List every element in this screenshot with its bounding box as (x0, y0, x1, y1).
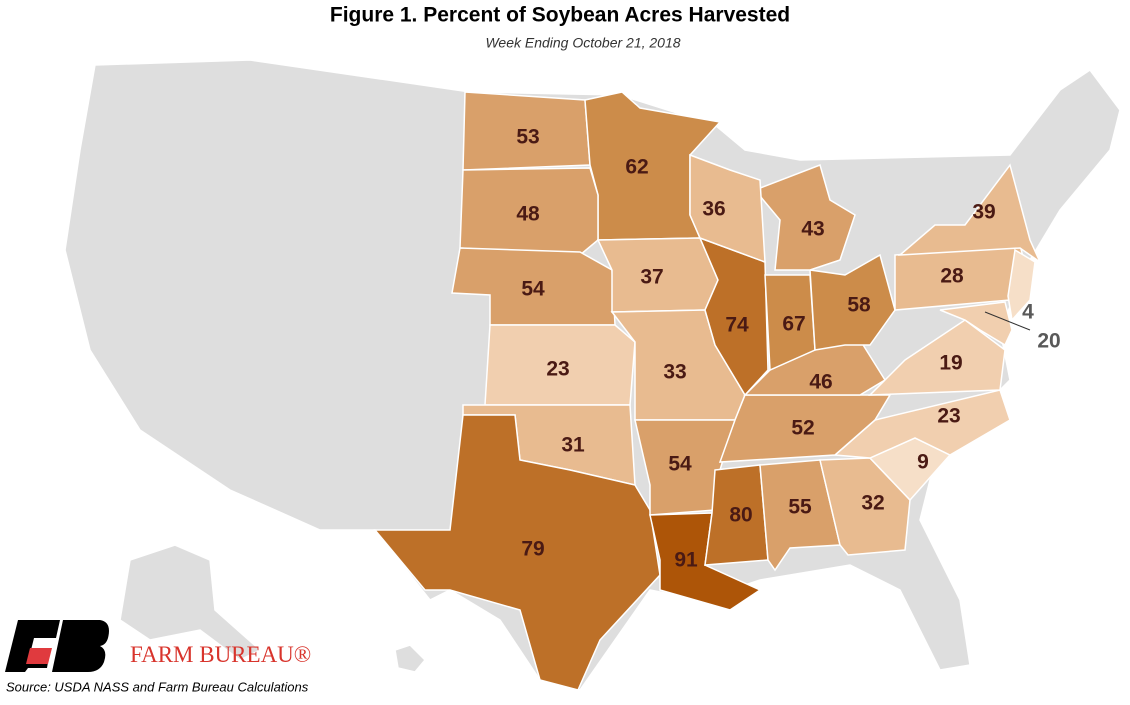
value-label: 67 (782, 313, 805, 336)
value-label: 36 (702, 198, 725, 221)
logo-text: FARM BUREAU® (130, 642, 311, 667)
value-label: 74 (725, 314, 749, 337)
value-label: 9 (917, 451, 929, 474)
state (897, 163, 1042, 265)
source: Source: USDA NASS and Farm Bureau Calcul… (6, 679, 309, 694)
value-label: 20 (1037, 330, 1060, 353)
state (704, 464, 769, 566)
value-label: 58 (847, 294, 871, 317)
value-label: 48 (516, 203, 540, 226)
value-label: 91 (674, 549, 698, 572)
value-label: 53 (516, 126, 539, 149)
value-label: 33 (663, 361, 686, 384)
value-label: 79 (521, 538, 544, 561)
value-label: 62 (625, 156, 648, 179)
hawaii (394, 644, 427, 673)
value-label: 54 (668, 453, 692, 476)
value-label: 23 (937, 405, 960, 428)
value-label: 80 (729, 504, 752, 527)
logo-icon (5, 620, 109, 672)
state (809, 253, 896, 351)
value-label: 39 (972, 201, 995, 224)
value-label: 52 (791, 417, 814, 440)
state (373, 414, 661, 691)
value-label: 19 (939, 352, 962, 375)
value-labels: 53 62 48 54 23 31 79 37 33 54 91 80 55 32 9 23 52 46 19 74 6… (516, 126, 1060, 572)
subtitle: Week Ending October 21, 2018 (485, 35, 680, 51)
value-label: 37 (640, 266, 663, 289)
value-label: 28 (940, 265, 964, 288)
value-label: 55 (788, 496, 812, 519)
value-label: 46 (809, 371, 832, 394)
states (373, 91, 1042, 691)
title: Figure 1. Percent of Soybean Acres Harve… (330, 4, 790, 27)
state (939, 301, 1013, 347)
logo-accent (26, 648, 52, 664)
leader-line (984, 311, 1031, 331)
value-label: 54 (521, 278, 545, 301)
value-label: 32 (861, 492, 884, 515)
state (1007, 248, 1036, 322)
value-label: 43 (801, 218, 824, 241)
state (833, 389, 1011, 459)
value-label: 4 (1022, 301, 1034, 324)
value-label: 31 (561, 434, 585, 457)
value-label: 23 (546, 358, 569, 381)
logo: FARM BUREAU® (5, 620, 311, 672)
alaska (119, 544, 262, 661)
state (753, 164, 856, 271)
state (484, 324, 636, 406)
state (689, 153, 766, 264)
